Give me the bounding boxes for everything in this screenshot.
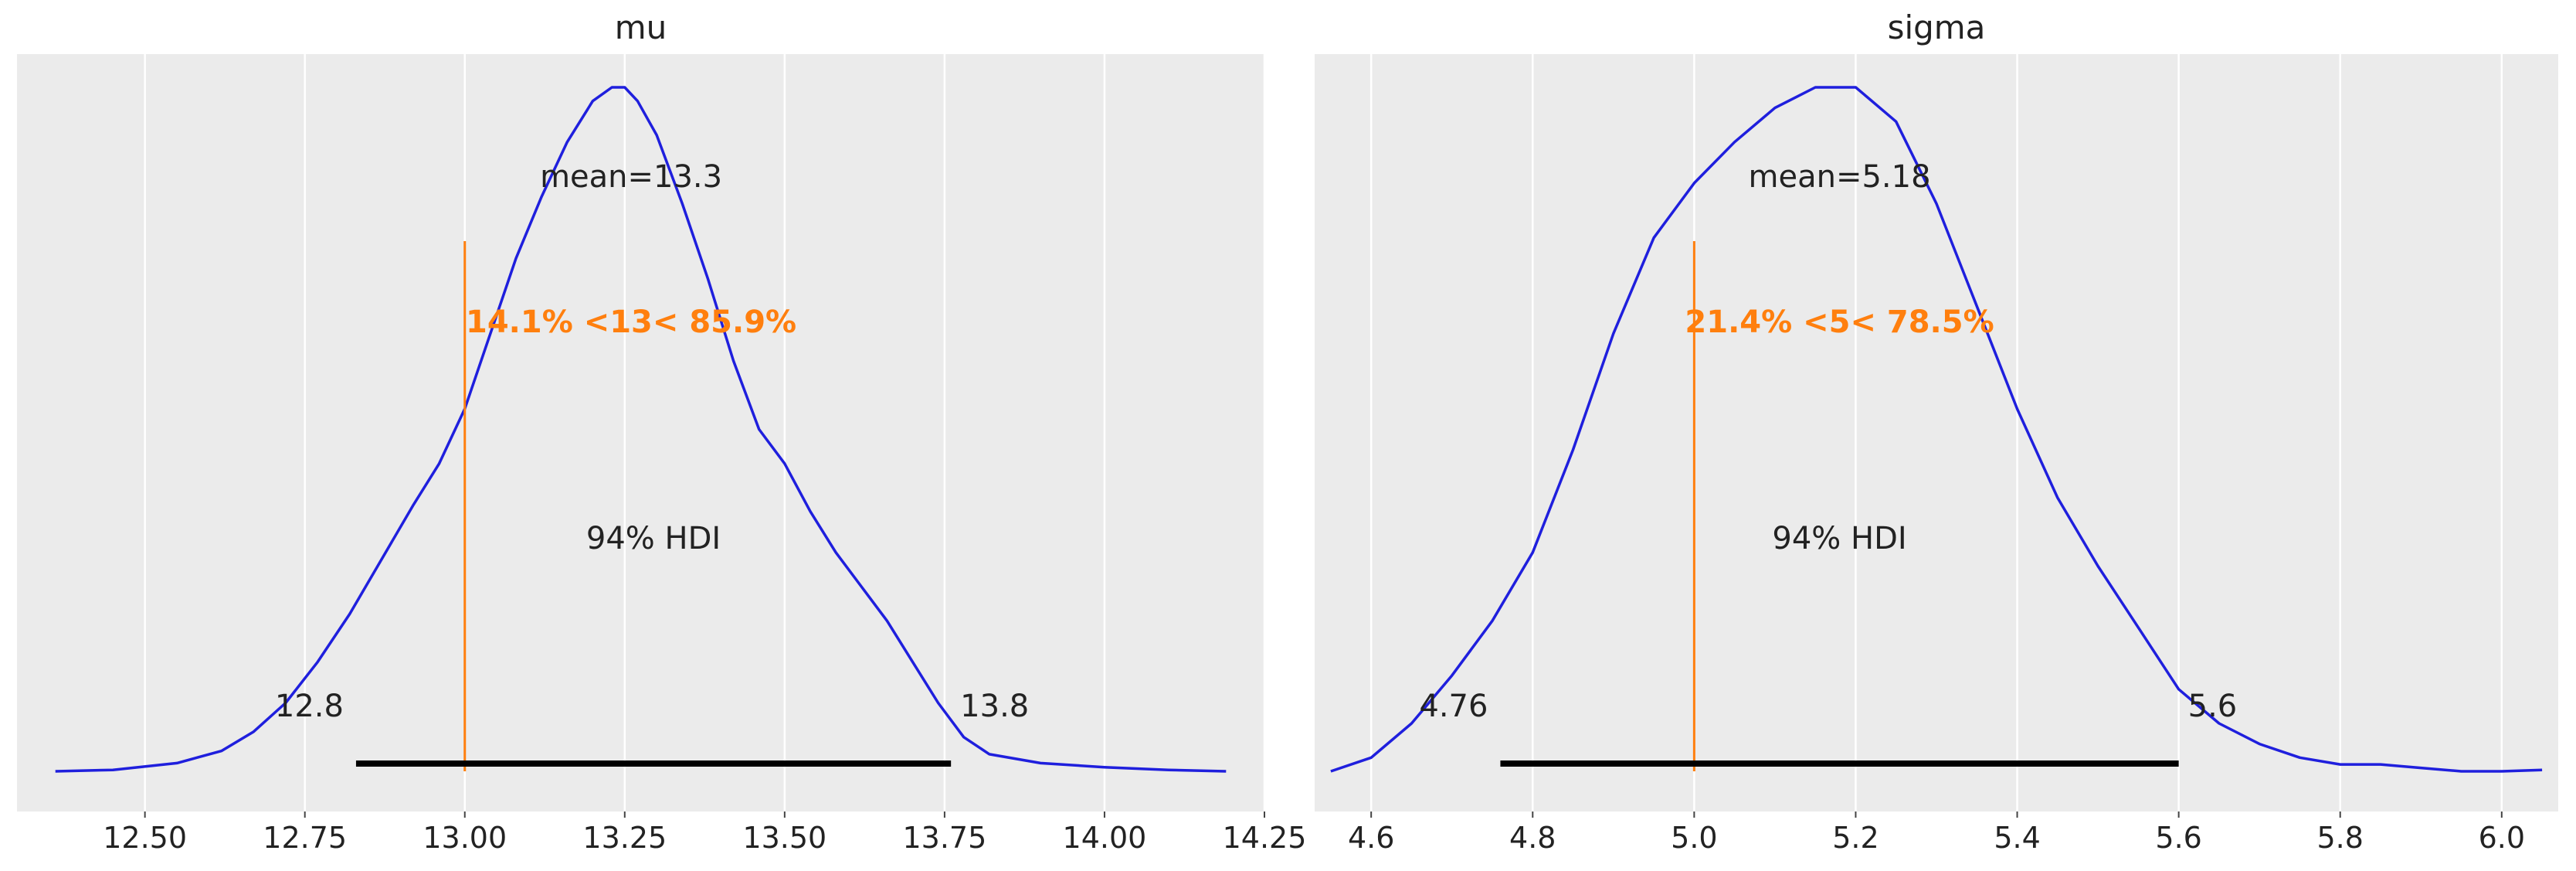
panel-mu: 12.50 12.75 13.00 13.25 13.50 13.75 14.00 14.25… [17, 9, 1306, 855]
plot-area [1315, 54, 2558, 811]
x-tick-label: 5.2 [1832, 821, 1879, 855]
hdi-low-label: 4.76 [1419, 689, 1488, 724]
mean-label: mean=5.18 [1749, 159, 1931, 195]
reference-label: 21.4% <5< 78.5% [1685, 305, 1994, 340]
x-tick-label: 4.8 [1509, 821, 1556, 855]
density-curve [55, 86, 1227, 773]
hdi-high-label: 5.6 [2188, 689, 2238, 724]
x-tick-label: 5.0 [1671, 821, 1717, 855]
panel-sigma: 4.6 4.8 5.0 5.2 5.4 5.6 5.8 6.0 sigma mean=5.18 21… [1315, 9, 2558, 855]
x-tick-label: 13.50 [742, 821, 826, 855]
hdi-high-label: 13.8 [960, 689, 1029, 724]
reference-label: 14.1% <13< 85.9% [466, 305, 796, 340]
plot-area [17, 54, 1264, 811]
x-tick-label: 4.6 [1348, 821, 1394, 855]
panel-title: sigma [1888, 9, 1986, 46]
x-tick-label: 13.75 [902, 821, 986, 855]
x-tick-label: 5.8 [2317, 821, 2364, 855]
x-tick-label: 5.6 [2155, 821, 2201, 855]
x-tick-label: 5.4 [1994, 821, 2040, 855]
x-tick-label: 12.75 [263, 821, 347, 855]
x-tick-label: 14.00 [1063, 821, 1147, 855]
density-curve [1330, 86, 2543, 773]
x-tick-label: 14.25 [1223, 821, 1307, 855]
hdi-label: 94% HDI [586, 521, 721, 556]
x-tick-label: 12.50 [103, 821, 187, 855]
x-tick-label: 13.25 [582, 821, 667, 855]
hdi-low-label: 12.8 [275, 689, 344, 724]
hdi-label: 94% HDI [1772, 521, 1906, 556]
panel-title: mu [615, 9, 667, 46]
mean-label: mean=13.3 [540, 159, 722, 195]
x-tick-label: 6.0 [2479, 821, 2525, 855]
x-tick-label: 13.00 [423, 821, 507, 855]
